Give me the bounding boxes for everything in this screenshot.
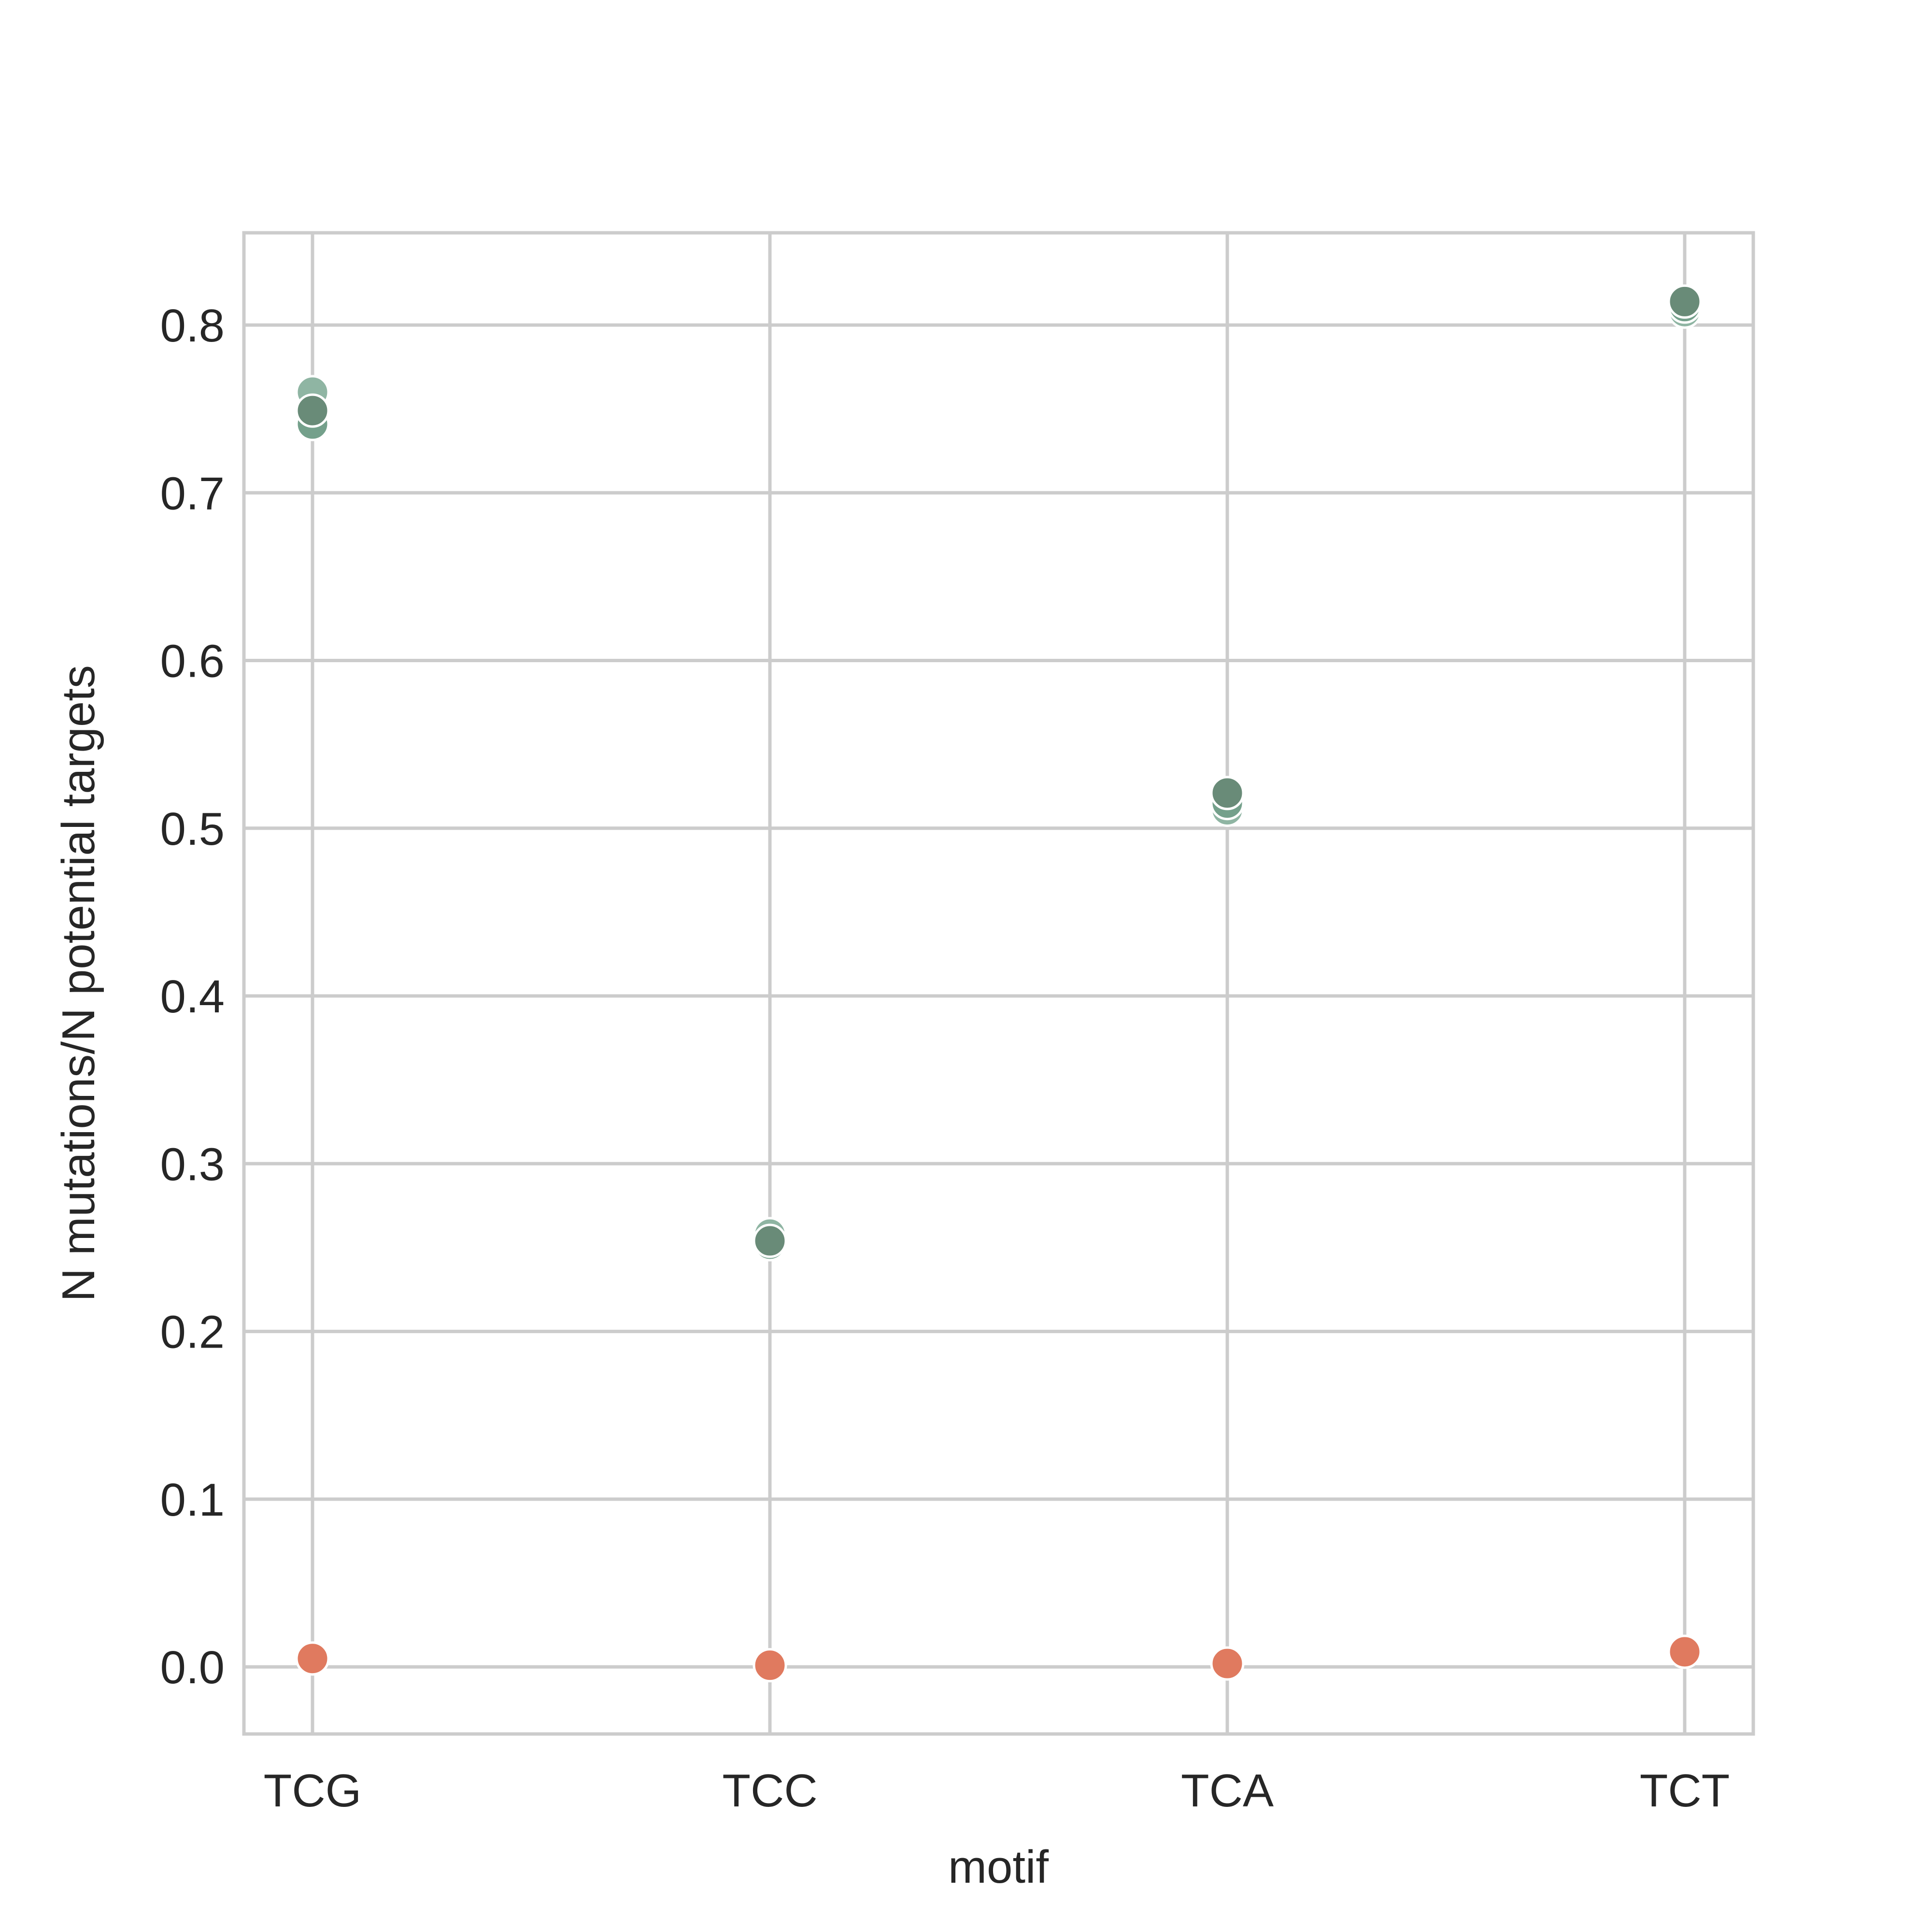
data-point [753, 1223, 787, 1258]
x-gridlines [311, 233, 1687, 1734]
x-tick-label: TCG [264, 1765, 362, 1817]
data-point [753, 1648, 787, 1683]
y-tick-label: 0.2 [160, 1307, 225, 1358]
y-tick-label: 0.3 [160, 1138, 225, 1190]
y-tick-label: 0.8 [160, 300, 225, 352]
data-point [295, 1641, 330, 1676]
data-point [295, 393, 330, 428]
y-axis-label: N mutations/N potential targets [53, 665, 104, 1302]
y-tick-label: 0.1 [160, 1474, 225, 1526]
y-tick-label: 0.6 [160, 636, 225, 687]
y-tick-label: 0.7 [160, 468, 225, 519]
y-gridlines [244, 323, 1753, 1669]
y-tick-label: 0.4 [160, 971, 225, 1023]
x-tick-label: TCA [1181, 1765, 1274, 1817]
x-tick-label: TCC [722, 1765, 817, 1817]
data-point [1210, 776, 1245, 810]
y-tick-label: 0.5 [160, 803, 225, 855]
plot-frame [242, 231, 1755, 1736]
y-tick-labels: 0.0 0.1 0.2 0.3 0.4 0.5 0.6 0.7 0.8 [160, 300, 225, 1693]
x-tick-labels: TCG TCC TCA TCT [264, 1765, 1730, 1817]
data-point [1667, 284, 1702, 319]
x-axis-label: motif [948, 1841, 1049, 1893]
data-point [1667, 1634, 1702, 1669]
y-tick-label: 0.0 [160, 1642, 225, 1693]
data-point [1210, 1646, 1245, 1681]
data-points [295, 284, 1702, 1683]
x-tick-label: TCT [1640, 1765, 1730, 1817]
